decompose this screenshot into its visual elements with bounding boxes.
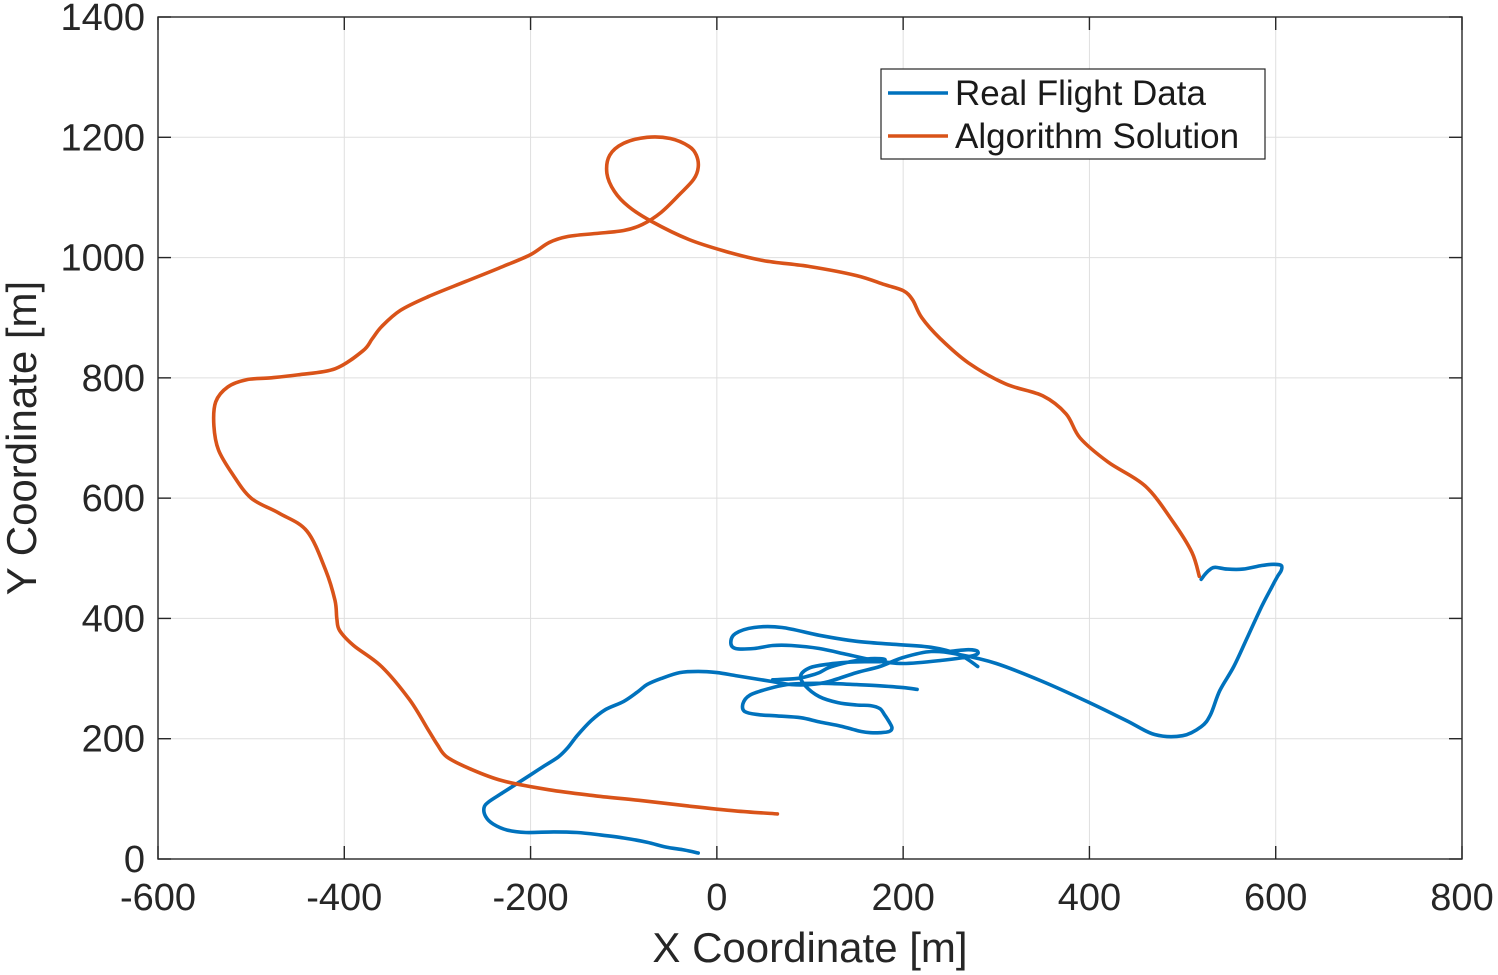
legend-box — [880, 68, 1266, 160]
y-tick-label: 600 — [82, 478, 145, 520]
x-tick-label: 600 — [1244, 877, 1307, 919]
x-axis-label: X Coordinate [m] — [652, 924, 967, 971]
x-tick-label: -400 — [306, 877, 382, 919]
y-tick-labels: 0 200 400 600 800 1000 1200 1400 — [60, 0, 145, 881]
series-line-algorithm-solution — [211, 135, 1202, 816]
legend: Real Flight Data Algorithm Solution — [880, 68, 1266, 160]
y-tick-label: 1000 — [60, 238, 145, 280]
y-tick-label: 1400 — [60, 0, 145, 39]
y-tick-label: 800 — [82, 358, 145, 400]
x-tick-label: 0 — [706, 877, 727, 919]
y-tick-label: 0 — [124, 839, 145, 881]
series-line-real-flight-data-loops — [729, 624, 980, 669]
legend-label-algorithm-solution: Algorithm Solution — [955, 117, 1239, 156]
y-tick-label: 200 — [82, 719, 145, 761]
legend-label-real-flight-data: Real Flight Data — [955, 74, 1206, 113]
y-axis-label: Y Coordinate [m] — [0, 281, 45, 595]
y-tick-label: 1200 — [60, 117, 145, 159]
series-layer — [211, 135, 1284, 855]
x-tick-label: -600 — [120, 877, 196, 919]
series-line-real-flight-data-inner — [740, 656, 919, 735]
x-tick-labels: -600 -400 -200 0 200 400 600 800 — [120, 877, 1494, 919]
x-tick-label: 800 — [1430, 877, 1493, 919]
tick-marks — [157, 16, 1463, 860]
x-tick-label: -200 — [493, 877, 569, 919]
y-tick-label: 400 — [82, 598, 145, 640]
x-tick-label: 200 — [871, 877, 934, 919]
plot-area-border — [157, 16, 1463, 860]
x-tick-label: 400 — [1058, 877, 1121, 919]
series-line-real-flight-data — [482, 562, 1284, 855]
grid — [157, 16, 1463, 860]
